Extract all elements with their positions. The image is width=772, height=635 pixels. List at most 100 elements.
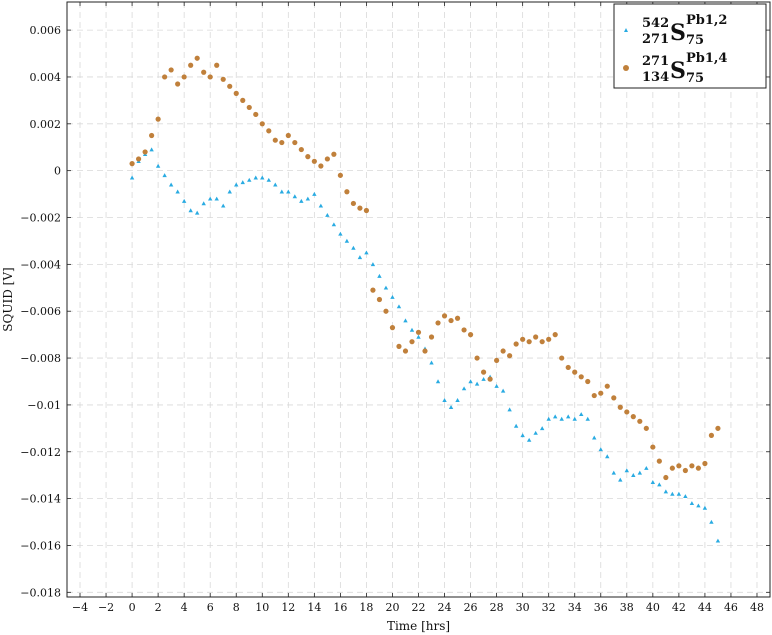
x-tick-label: −2	[98, 601, 114, 614]
x-tick-label: 40	[646, 601, 660, 614]
data-point	[136, 156, 142, 162]
data-point	[611, 470, 616, 475]
x-tick-label: 10	[255, 601, 269, 614]
data-point	[539, 426, 545, 431]
x-tick-label: 48	[750, 601, 764, 614]
data-point	[656, 458, 662, 464]
data-point	[552, 414, 558, 419]
data-point	[305, 196, 311, 201]
data-point	[181, 198, 187, 203]
x-tick-label: 20	[385, 601, 399, 614]
data-point	[481, 376, 486, 381]
data-point	[208, 196, 213, 201]
data-point	[389, 325, 396, 331]
data-point	[318, 203, 324, 208]
series-2	[129, 55, 721, 481]
data-point	[480, 369, 487, 375]
data-point	[591, 392, 597, 399]
data-point	[357, 205, 363, 211]
data-point	[637, 418, 643, 424]
data-point	[669, 465, 675, 471]
x-tick-label: 8	[233, 601, 240, 614]
data-point	[624, 468, 629, 473]
data-point	[715, 425, 721, 431]
x-tick-label: 2	[155, 601, 162, 614]
data-point	[168, 182, 174, 187]
x-tick-label: 32	[542, 601, 556, 614]
data-point	[429, 360, 434, 365]
data-point	[559, 416, 564, 421]
data-point	[579, 412, 584, 417]
x-axis-ticks: −4 −2 0 2 4 6 8 10 12 14 16 18 20 22 24 26 28 30 32 34 36 38 4…	[72, 2, 764, 614]
y-tick-label: 0.006	[30, 24, 62, 37]
data-point	[689, 463, 695, 469]
data-point	[637, 470, 643, 475]
data-point	[409, 327, 415, 332]
data-point	[565, 364, 571, 371]
x-tick-label: 38	[620, 601, 634, 614]
data-point	[298, 146, 304, 153]
data-point	[663, 489, 669, 494]
data-point	[214, 196, 219, 201]
data-point	[344, 189, 350, 195]
data-point	[598, 390, 604, 396]
data-point	[149, 147, 154, 152]
data-point	[467, 332, 474, 338]
data-point	[331, 222, 337, 227]
x-tick-label: 4	[181, 601, 188, 614]
x-tick-label: 0	[129, 601, 136, 614]
data-point	[338, 231, 343, 236]
data-point	[129, 175, 135, 180]
x-tick-label: 26	[464, 601, 478, 614]
data-point	[227, 189, 232, 194]
data-point	[468, 379, 473, 384]
data-point	[670, 491, 675, 496]
data-point	[253, 175, 258, 180]
x-tick-label: 46	[724, 601, 738, 614]
data-point	[194, 210, 200, 215]
data-point	[526, 437, 532, 442]
data-point	[520, 433, 525, 438]
data-point	[578, 374, 584, 380]
data-point	[403, 318, 408, 323]
data-point	[273, 182, 278, 187]
y-tick-label: −0.012	[20, 446, 61, 459]
data-point	[234, 182, 239, 187]
data-point	[266, 128, 272, 134]
data-point	[292, 139, 298, 146]
data-point	[240, 180, 245, 185]
y-axis-ticks: 0.006 0.004 0.002 0 −0.002 −0.004 −0.006 −0.008…	[20, 24, 770, 599]
data-point	[220, 76, 226, 82]
data-point	[286, 189, 291, 194]
x-tick-label: 24	[438, 601, 452, 614]
data-point	[494, 357, 500, 364]
data-point	[559, 355, 565, 361]
data-point	[630, 414, 636, 420]
data-point	[715, 538, 721, 543]
data-point	[461, 327, 467, 333]
data-point	[422, 348, 428, 354]
data-point	[175, 81, 181, 87]
data-point	[207, 74, 213, 80]
data-point	[260, 175, 265, 180]
data-point	[708, 432, 715, 438]
data-point	[221, 203, 226, 208]
data-point	[370, 287, 376, 293]
data-point	[507, 407, 512, 412]
legend-subscript-left: 134	[642, 70, 669, 85]
x-tick-label: 28	[490, 601, 504, 614]
data-point	[344, 238, 350, 243]
data-point	[572, 416, 577, 421]
data-point	[142, 149, 148, 155]
data-point	[500, 388, 506, 393]
data-point	[201, 201, 206, 206]
data-point	[253, 111, 259, 118]
data-point	[292, 194, 298, 199]
data-point	[311, 158, 317, 164]
data-point	[201, 69, 207, 75]
data-point	[455, 398, 460, 402]
data-point	[324, 156, 330, 162]
data-point	[266, 177, 271, 182]
